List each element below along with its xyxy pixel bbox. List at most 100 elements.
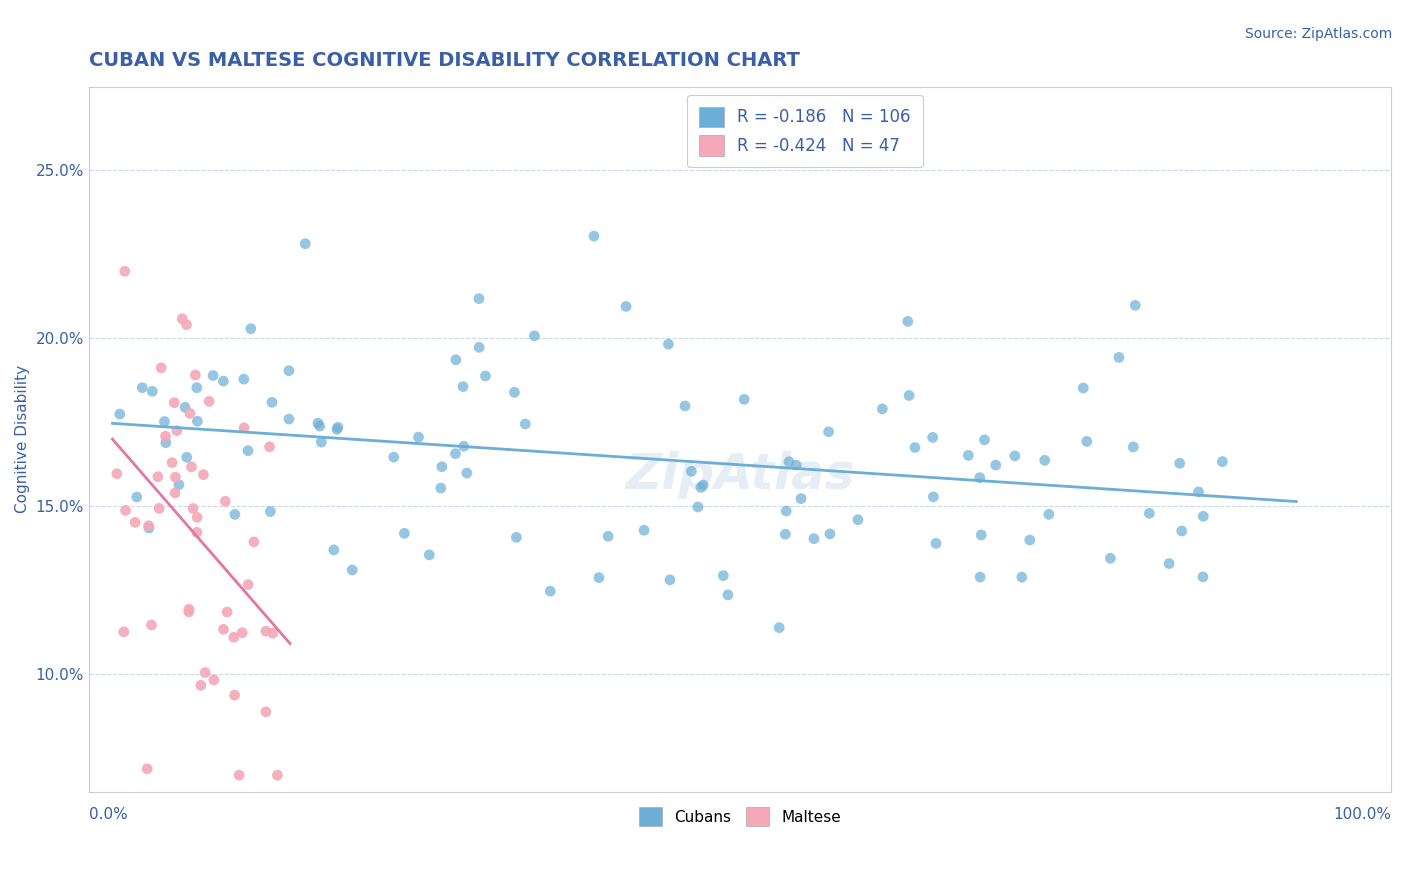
Point — [1168, 456, 1191, 470]
Point — [184, 368, 207, 382]
Point — [690, 480, 713, 494]
Point — [790, 491, 813, 506]
Point — [294, 236, 316, 251]
Point — [418, 548, 440, 562]
Point — [308, 419, 330, 434]
Point — [1122, 440, 1144, 454]
Point — [1011, 570, 1033, 584]
Point — [108, 407, 131, 421]
Point — [394, 526, 416, 541]
Point — [598, 529, 620, 543]
Point — [114, 264, 136, 278]
Point — [236, 577, 259, 591]
Point — [785, 458, 807, 472]
Point — [259, 504, 281, 518]
Point — [1159, 557, 1181, 571]
Point — [125, 490, 148, 504]
Point — [266, 768, 288, 782]
Point — [1211, 454, 1233, 468]
Text: CUBAN VS MALTESE COGNITIVE DISABILITY CORRELATION CHART: CUBAN VS MALTESE COGNITIVE DISABILITY CO… — [89, 51, 800, 70]
Point — [775, 527, 797, 541]
Point — [1076, 434, 1098, 449]
Point — [505, 530, 527, 544]
Point — [155, 429, 177, 443]
Point — [146, 469, 169, 483]
Point — [872, 401, 894, 416]
Point — [686, 500, 709, 514]
Point — [588, 571, 610, 585]
Point — [163, 395, 186, 409]
Point — [1187, 484, 1209, 499]
Point — [243, 534, 266, 549]
Point — [1038, 508, 1060, 522]
Point — [1033, 453, 1056, 467]
Point — [1137, 506, 1160, 520]
Point — [186, 381, 208, 395]
Point — [141, 384, 163, 399]
Point — [212, 374, 235, 388]
Point — [1018, 533, 1040, 547]
Point — [165, 470, 187, 484]
Point — [177, 602, 200, 616]
Point — [898, 388, 921, 402]
Point — [515, 417, 537, 431]
Point — [181, 501, 204, 516]
Point — [778, 455, 800, 469]
Point — [259, 440, 281, 454]
Point — [138, 518, 160, 533]
Point — [468, 340, 491, 354]
Point — [277, 412, 299, 426]
Point — [177, 605, 200, 619]
Point — [925, 536, 948, 550]
Point — [186, 414, 208, 428]
Point — [311, 435, 333, 450]
Point — [236, 443, 259, 458]
Point — [150, 360, 173, 375]
Point — [172, 311, 194, 326]
Point — [1170, 524, 1192, 538]
Point — [174, 401, 197, 415]
Point — [523, 328, 546, 343]
Point — [202, 368, 225, 383]
Point — [717, 588, 740, 602]
Point — [1004, 449, 1026, 463]
Point — [692, 478, 714, 492]
Point — [922, 490, 945, 504]
Point — [186, 510, 208, 524]
Point — [232, 372, 254, 386]
Point — [984, 458, 1007, 472]
Point — [973, 433, 995, 447]
Point — [733, 392, 755, 407]
Text: Source: ZipAtlas.com: Source: ZipAtlas.com — [1244, 27, 1392, 41]
Point — [194, 665, 217, 680]
Point — [658, 573, 681, 587]
Point — [224, 688, 246, 702]
Point — [179, 406, 201, 420]
Point — [503, 385, 526, 400]
Point — [222, 630, 245, 644]
Point — [969, 471, 991, 485]
Point — [155, 435, 177, 450]
Point — [768, 621, 790, 635]
Point — [430, 459, 453, 474]
Point — [681, 464, 703, 478]
Point — [456, 466, 478, 480]
Point — [190, 678, 212, 692]
Point — [165, 486, 187, 500]
Point — [342, 563, 364, 577]
Point — [148, 501, 170, 516]
Point — [326, 422, 349, 436]
Point — [673, 399, 696, 413]
Point — [131, 381, 153, 395]
Point — [633, 523, 655, 537]
Point — [153, 415, 176, 429]
Point — [138, 521, 160, 535]
Point — [1108, 351, 1130, 365]
Point — [538, 584, 561, 599]
Point — [846, 513, 869, 527]
Point — [112, 624, 135, 639]
Point — [322, 542, 344, 557]
Point — [444, 352, 467, 367]
Point — [474, 368, 496, 383]
Y-axis label: Cognitive Disability: Cognitive Disability — [15, 365, 30, 513]
